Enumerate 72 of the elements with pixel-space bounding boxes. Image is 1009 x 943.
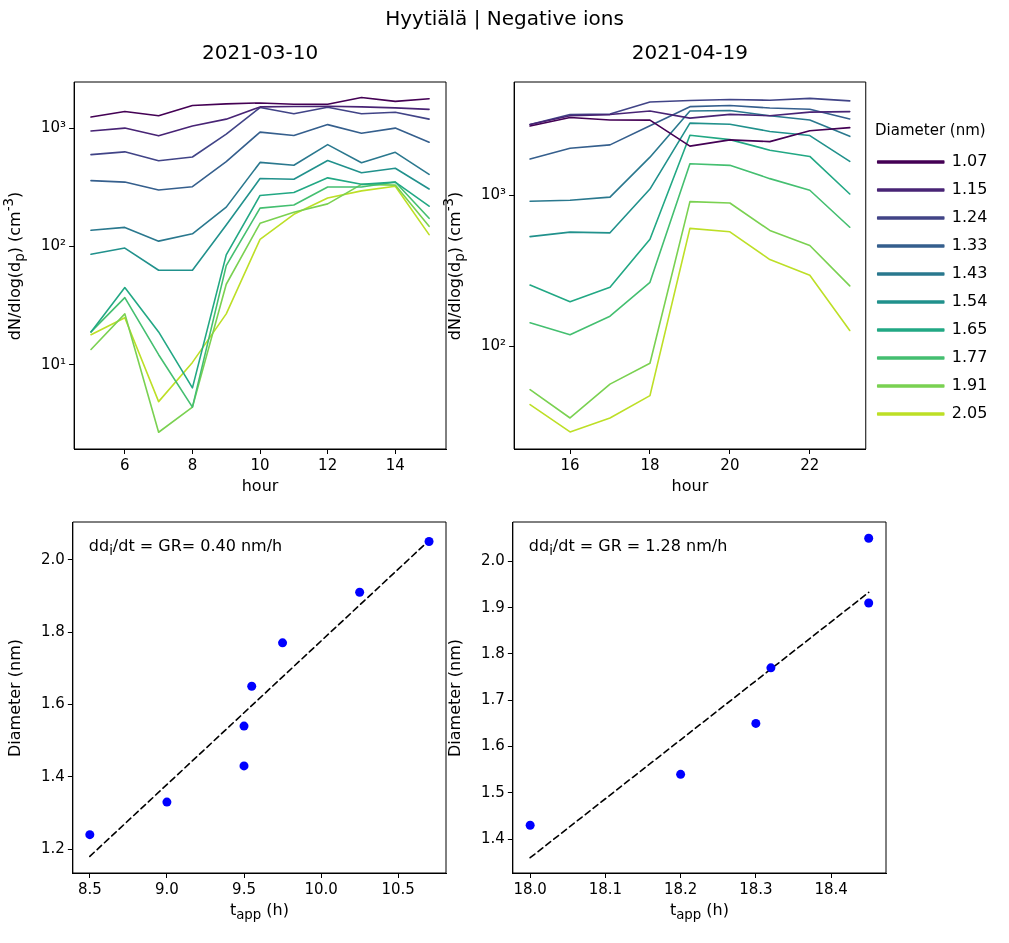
legend-label: 1.65: [951, 319, 988, 339]
point: [766, 663, 776, 673]
x-tick-label: 18.1: [588, 879, 623, 898]
x-tick-label: 18.0: [513, 879, 547, 898]
point: [864, 533, 874, 543]
y-axis-title: Diameter (nm): [444, 638, 464, 757]
legend-label: 1.77: [951, 347, 988, 367]
x-tick-label: 8: [187, 455, 198, 474]
point: [85, 830, 95, 840]
annotation: dd$_{i}$/dt = GR = 1.28 nm/h: [528, 536, 728, 559]
legend-label: 1.24: [951, 207, 988, 227]
y-tick-label: 1.8: [41, 621, 65, 640]
point: [278, 638, 288, 648]
y-tick-label: 2.0: [481, 551, 505, 570]
point: [751, 718, 761, 728]
y-axis-title: Diameter (nm): [4, 638, 24, 757]
y-tick-label: 2.0: [41, 549, 65, 568]
y-tick-label: 1.9: [481, 597, 505, 616]
x-tick-label: 18: [640, 455, 660, 474]
annotation: dd$_{i}$/dt = GR= 0.40 nm/h: [88, 536, 283, 559]
y-tick-label: 10²: [40, 236, 67, 255]
legend-title: Diameter (nm): [875, 121, 986, 140]
point: [247, 681, 257, 691]
legend-label: 1.15: [951, 179, 988, 199]
legend-label: 1.91: [951, 375, 988, 395]
y-tick-label: 1.6: [481, 736, 505, 755]
x-tick-label: 18.3: [739, 879, 773, 898]
point: [239, 721, 249, 731]
x-tick-label: 22: [800, 455, 820, 474]
x-tick-label: 20: [720, 455, 740, 474]
legend-label: 1.54: [951, 291, 988, 311]
point: [239, 761, 249, 771]
x-axis-title: hour: [671, 476, 709, 495]
x-tick-label: 12: [318, 455, 338, 474]
y-tick-label: 1.8: [481, 643, 505, 662]
x-tick-label: 18.2: [663, 879, 698, 898]
point: [355, 587, 365, 597]
x-tick-label: 14: [385, 455, 405, 474]
point: [424, 537, 434, 547]
x-axis-title: t$_{app}$ (h): [669, 900, 729, 923]
chart-title: 2021-04-19: [631, 40, 749, 64]
x-tick-label: 10: [250, 455, 270, 474]
text: Hyytiälä | Negative ions: [384, 6, 625, 30]
legend-label: 1.07: [951, 151, 988, 171]
x-tick-label: 10.0: [304, 879, 338, 898]
chart-subtitle: 2021-03-10: [201, 40, 319, 64]
y-tick-label: 1.7: [481, 690, 505, 709]
legend-label: 1.43: [951, 263, 988, 283]
legend-label: 1.33: [951, 235, 988, 255]
y-tick-label: 10²: [480, 336, 507, 355]
point: [162, 797, 172, 807]
y-tick-label: 1.5: [481, 782, 505, 801]
x-axis-title: t$_{app}$ (h): [229, 900, 289, 923]
y-tick-label: 10³: [40, 117, 67, 136]
y-tick-label: 10¹: [40, 354, 67, 373]
x-tick-label: 18.4: [814, 879, 848, 898]
point: [676, 769, 686, 779]
x-tick-label: 9.5: [232, 879, 256, 898]
x-tick-label: 8.5: [77, 879, 102, 898]
y-tick-label: 1.2: [41, 839, 65, 858]
x-tick-label: 6: [120, 455, 130, 474]
point: [525, 820, 535, 830]
x-axis-title: hour: [241, 476, 279, 495]
x-tick-label: 16: [560, 455, 580, 474]
y-tick-label: 1.6: [41, 694, 65, 713]
y-tick-label: 1.4: [41, 766, 65, 785]
x-tick-label: 10.5: [381, 879, 415, 898]
y-tick-label: 10³: [480, 185, 507, 204]
x-tick-label: 9.0: [154, 879, 179, 898]
point: [864, 598, 874, 608]
y-tick-label: 1.4: [481, 829, 505, 848]
legend-label: 2.05: [951, 403, 988, 423]
